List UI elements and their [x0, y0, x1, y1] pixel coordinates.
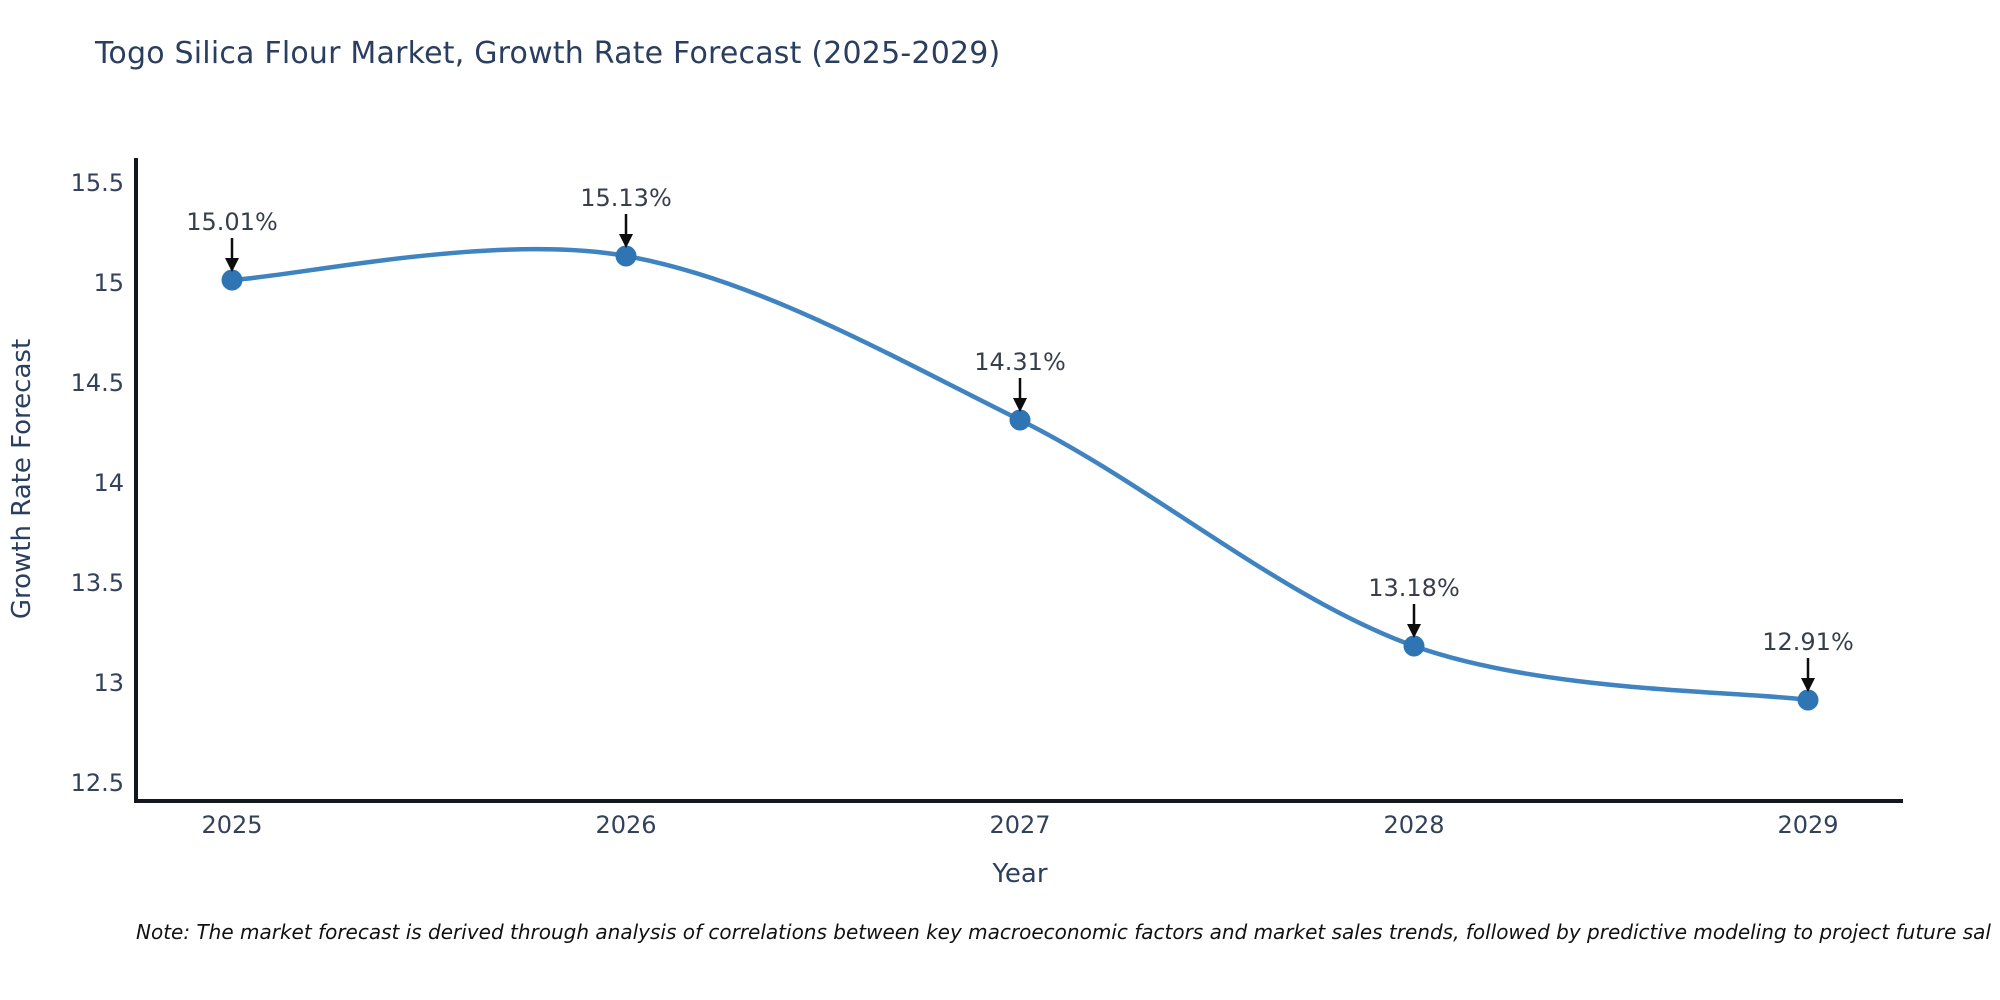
annotation-label: 15.01% — [186, 208, 278, 236]
chart-title: Togo Silica Flour Market, Growth Rate Fo… — [95, 36, 1001, 71]
forecast-line — [229, 246, 1811, 703]
forecast-line-path — [229, 246, 1811, 703]
point-annotations: 15.01% 15.13% 14.31% 13.18% 12.91% — [186, 184, 1854, 692]
y-tick-label: 13 — [93, 669, 124, 697]
x-axis-tick-labels: 2025 2026 2027 2028 2029 — [201, 811, 1838, 839]
footnote: Note: The market forecast is derived thr… — [136, 920, 1991, 944]
y-axis-title: Growth Rate Forecast — [7, 339, 37, 619]
y-tick-label: 13.5 — [71, 569, 124, 597]
annotation-label: 13.18% — [1368, 574, 1460, 602]
annotation-arrowhead-icon — [1013, 398, 1027, 412]
annotation-arrowhead-icon — [225, 258, 239, 272]
x-tick-label: 2025 — [201, 811, 262, 839]
y-tick-label: 15.5 — [71, 169, 124, 197]
x-tick-label: 2028 — [1383, 811, 1444, 839]
x-axis-title: Year — [991, 859, 1047, 889]
data-point-markers — [221, 245, 1819, 711]
annotation-arrowhead-icon — [1407, 624, 1421, 638]
y-axis-tick-labels: 12.5 13 13.5 14 14.5 15 15.5 — [71, 169, 124, 797]
x-tick-label: 2026 — [595, 811, 656, 839]
data-point-marker — [1403, 635, 1425, 657]
data-point-marker — [221, 269, 243, 291]
y-tick-label: 14.5 — [71, 369, 124, 397]
annotation-arrowhead-icon — [619, 234, 633, 248]
axis-spine-path — [134, 158, 1903, 803]
x-tick-label: 2029 — [1777, 811, 1838, 839]
annotation-label: 12.91% — [1762, 628, 1854, 656]
data-point-marker — [615, 245, 637, 267]
axis-spines — [134, 158, 1903, 803]
annotation-label: 15.13% — [580, 184, 672, 212]
y-tick-label: 14 — [93, 469, 124, 497]
annotation-arrowhead-icon — [1801, 678, 1815, 692]
data-point-marker — [1009, 409, 1031, 431]
annotation-label: 14.31% — [974, 348, 1066, 376]
x-tick-label: 2027 — [989, 811, 1050, 839]
y-tick-label: 12.5 — [71, 769, 124, 797]
y-tick-label: 15 — [93, 269, 124, 297]
data-point-marker — [1797, 689, 1819, 711]
